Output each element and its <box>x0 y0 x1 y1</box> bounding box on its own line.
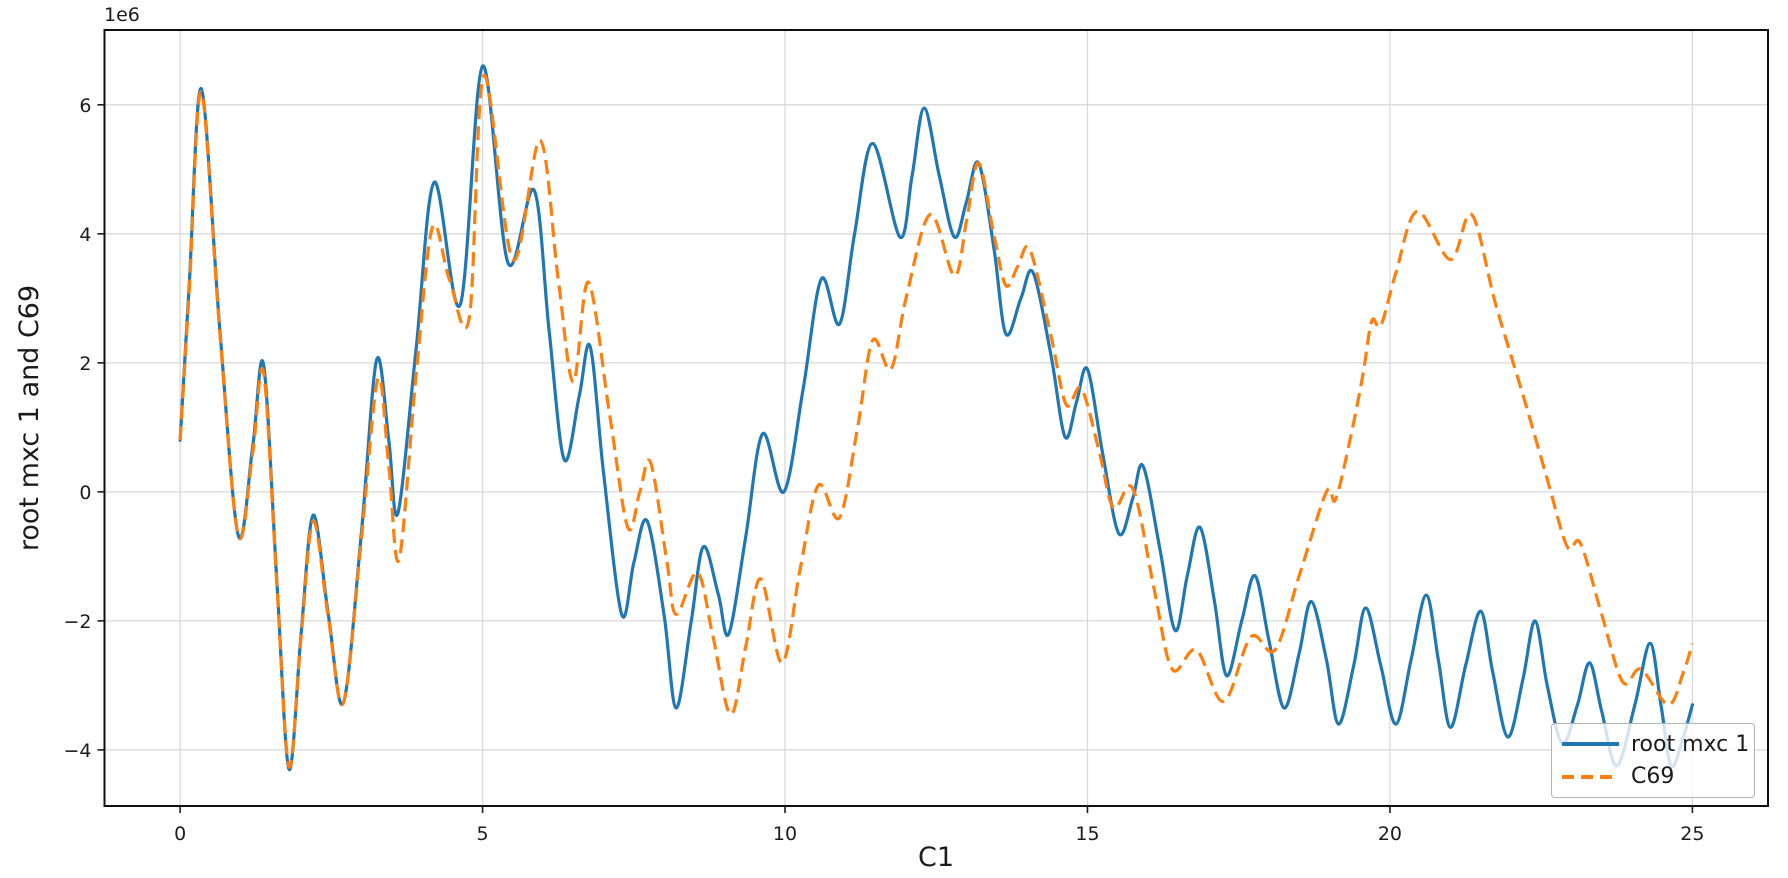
legend-label: root mxc 1 <box>1631 731 1750 757</box>
y-tick-label: 6 <box>79 95 91 117</box>
legend: root mxc 1 C69 <box>1551 723 1755 798</box>
x-tick-label: 25 <box>1680 823 1704 845</box>
series-line-c69 <box>178 74 1694 769</box>
y-offset-label: 1e6 <box>104 4 140 26</box>
legend-line-sample-dashed <box>1562 775 1619 779</box>
tick-labels: 0 5 10 15 20 25 −4 −2 0 2 4 6 <box>63 95 1704 845</box>
legend-entry-c69: C69 <box>1562 764 1754 789</box>
y-tick-label: −2 <box>63 611 91 633</box>
series-line-root-mxc-1 <box>178 64 1694 771</box>
y-tick-label: −4 <box>63 740 91 762</box>
x-tick-label: 20 <box>1378 823 1402 845</box>
x-tick-label: 15 <box>1075 823 1099 845</box>
x-axis-label: C1 <box>918 842 954 873</box>
legend-line-sample-solid <box>1562 742 1619 746</box>
x-tick-label: 0 <box>174 823 186 845</box>
gridlines <box>104 30 1768 806</box>
y-tick-label: 4 <box>79 224 91 246</box>
legend-entry-root-mxc-1: root mxc 1 <box>1562 732 1754 757</box>
y-tick-label: 2 <box>79 353 91 375</box>
plot-border <box>103 29 1769 807</box>
legend-label: C69 <box>1631 764 1675 790</box>
series-lines <box>178 64 1694 771</box>
axis-ticks <box>97 104 1694 813</box>
y-axis-label: root mxc 1 and C69 <box>14 285 45 551</box>
x-tick-label: 10 <box>773 823 797 845</box>
x-tick-label: 5 <box>477 823 489 845</box>
y-tick-label: 0 <box>79 482 91 504</box>
